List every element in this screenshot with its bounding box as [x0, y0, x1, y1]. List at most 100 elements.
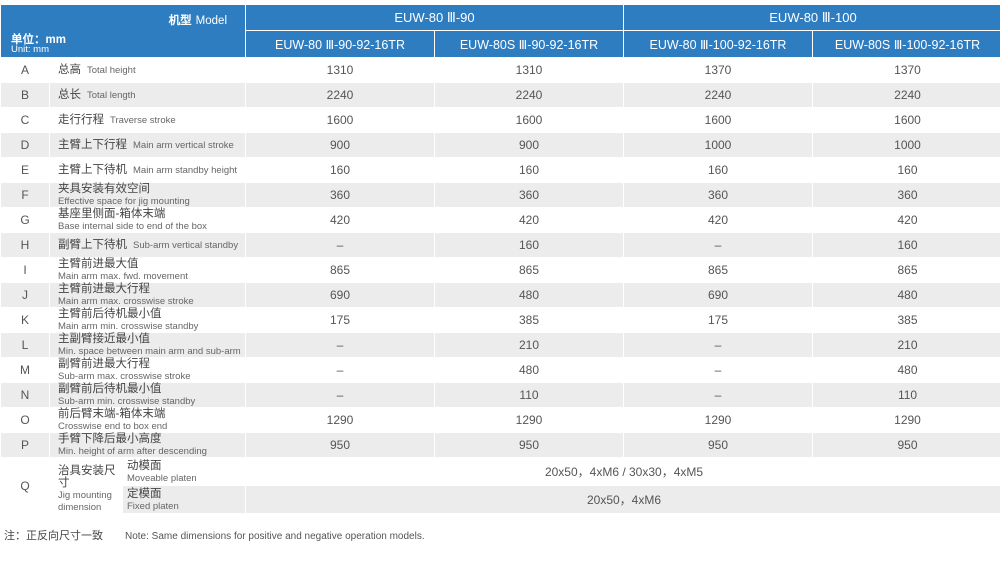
- value-cell: 690: [624, 283, 812, 307]
- table-row: F 夹具安装有效空间 Effective space for jig mountin…: [1, 183, 1000, 207]
- row-parameter: 主副臂接近最小值 Min. space between main arm and …: [50, 333, 245, 357]
- value-cell: 865: [707, 263, 729, 277]
- parameter-name-en: Main arm standby height: [133, 165, 238, 176]
- parameter-name-cn: 总长: [58, 89, 81, 101]
- value-cell: 1600: [894, 113, 921, 127]
- value-cell: 1290: [704, 413, 732, 427]
- table-row: O 前后臂末端-箱体末端 Crosswise end to box end 1290 1…: [1, 408, 1000, 432]
- row-letter: M: [20, 363, 30, 377]
- row-parameter: 主臂前后待机最小值 Main arm min. crosswise standby: [50, 308, 245, 332]
- row-letter: J: [1, 283, 49, 307]
- parameter-name-cn: 副臂前后待机最小值: [58, 383, 162, 395]
- footnote-cn: 注：正反向尺寸一致: [4, 530, 103, 542]
- parameter-name-cn: 夹具安装有效空间: [58, 183, 150, 195]
- model-header: EUW-80S Ⅲ-90-92-16TR: [435, 31, 623, 57]
- value-cell: –: [624, 383, 812, 407]
- value-cell: –: [246, 383, 434, 407]
- parameter-name-en: Main arm max. crosswise stroke: [58, 296, 194, 307]
- value-cell: 110: [813, 383, 1000, 407]
- row-parameter: 主臂上下待机 Main arm standby height: [50, 158, 245, 182]
- row-parameter: 副臂前后待机最小值 Sub-arm min. crosswise standby: [50, 383, 245, 407]
- parameter-name-cn: 主副臂接近最小值: [58, 333, 150, 345]
- value-cell: 360: [813, 183, 1000, 207]
- row-parameter: 前后臂末端-箱体末端 Crosswise end to box end: [50, 408, 245, 432]
- table-row: P 手臂下降后最小高度 Min. height of arm after desce…: [1, 433, 1000, 457]
- value-cell: 900: [246, 133, 434, 157]
- row-parameter: 主臂上下行程 Main arm vertical stroke: [50, 133, 245, 157]
- parameter-name-en: Base internal side to end of the box: [58, 221, 207, 232]
- jig-fixed-en: Fixed platen: [127, 500, 179, 512]
- row-letter: E: [20, 163, 29, 177]
- row-letter: L: [1, 333, 49, 357]
- parameter-name-cn: 主臂上下待机: [58, 164, 127, 176]
- parameter-name-en: Main arm min. crosswise standby: [58, 321, 199, 332]
- value-cell: 175: [707, 313, 729, 327]
- value-cell: 950: [246, 433, 434, 457]
- value-cell: 1290: [515, 413, 543, 427]
- value-cell: 175: [329, 313, 351, 327]
- parameter-name-cn: 副臂上下待机: [58, 239, 127, 251]
- jig-fixed-value: 20x50，4xM6: [246, 486, 1000, 513]
- row-letter: A: [20, 63, 29, 77]
- value-cell: 2240: [813, 83, 1000, 107]
- value-cell: 480: [518, 363, 540, 377]
- value-cell: –: [624, 333, 812, 357]
- value-cell: 210: [813, 333, 1000, 357]
- parameter-name-cn: 主臂前后待机最小值: [58, 308, 162, 320]
- row-letter: Q: [20, 478, 30, 493]
- value-cell: 2240: [624, 83, 812, 107]
- row-parameter: 基座里侧面-箱体末端 Base internal side to end of t…: [50, 208, 245, 232]
- value-cell: 690: [246, 283, 434, 307]
- value-cell: –: [336, 363, 344, 377]
- value-cell: 1370: [704, 63, 732, 77]
- table-row: N 副臂前后待机最小值 Sub-arm min. crosswise standby…: [1, 383, 1000, 407]
- parameter-name-cn: 手臂下降后最小高度: [58, 433, 162, 445]
- value-cell: 1600: [326, 113, 354, 127]
- value-cell: 385: [897, 313, 918, 327]
- value-cell: 360: [624, 183, 812, 207]
- parameter-name-cn: 总高: [58, 64, 81, 76]
- value-cell: 210: [435, 333, 623, 357]
- value-cell: 160: [518, 163, 540, 177]
- row-parameter: 夹具安装有效空间 Effective space for jig mounting: [50, 183, 245, 207]
- row-letter: D: [1, 133, 49, 157]
- parameter-name-en: Total height: [87, 65, 136, 76]
- footnote-en: Note: Same dimensions for positive and n…: [125, 531, 425, 542]
- value-cell: 160: [329, 163, 351, 177]
- value-cell: 480: [897, 363, 918, 377]
- parameter-name-en: Main arm max. fwd. movement: [58, 271, 188, 282]
- value-cell: 480: [435, 283, 623, 307]
- value-cell: 1000: [624, 133, 812, 157]
- value-cell: 2240: [246, 83, 434, 107]
- value-cell: 420: [707, 213, 729, 227]
- unit-label-en: Unit: mm: [11, 44, 49, 55]
- row-letter: O: [20, 413, 30, 427]
- spec-table: 机型 Model 单位：mm Unit: mm EUW-80 Ⅲ-90 EUW-8…: [0, 4, 1000, 514]
- value-cell: 865: [897, 263, 918, 277]
- table-row: L 主副臂接近最小值 Min. space between main arm and…: [1, 333, 1000, 357]
- value-cell: 1290: [894, 413, 921, 427]
- parameter-name-en: Min. height of arm after descending: [58, 446, 207, 457]
- value-cell: 385: [518, 313, 540, 327]
- table-row: J 主臂前进最大行程 Main arm max. crosswise stroke 6…: [1, 283, 1000, 307]
- value-cell: 420: [518, 213, 540, 227]
- jig-moveable-cn: 动模面: [127, 459, 162, 472]
- table-row: A 总高 Total height 1310 1310 1370 1370: [1, 58, 1000, 82]
- row-parameter: 手臂下降后最小高度 Min. height of arm after descen…: [50, 433, 245, 457]
- value-cell: 900: [435, 133, 623, 157]
- value-cell: –: [714, 363, 722, 377]
- jig-fixed-label: 定模面 Fixed platen: [123, 486, 245, 513]
- row-letter: F: [1, 183, 49, 207]
- model-group-header: EUW-80 Ⅲ-90: [246, 5, 623, 30]
- row-letter: N: [1, 383, 49, 407]
- row-letter: B: [1, 83, 49, 107]
- table-row: D 主臂上下行程 Main arm vertical stroke 900 900 100…: [1, 133, 1000, 157]
- parameter-name-cn: 走行行程: [58, 114, 104, 126]
- value-cell: –: [246, 333, 434, 357]
- parameter-name-en: Sub-arm max. crosswise stroke: [58, 371, 191, 382]
- value-cell: 160: [707, 163, 729, 177]
- model-group-header: EUW-80 Ⅲ-100: [624, 5, 1000, 30]
- parameter-name-en: Total length: [87, 90, 136, 101]
- parameter-name-en: Sub-arm vertical standby: [133, 240, 239, 251]
- row-letter: P: [1, 433, 49, 457]
